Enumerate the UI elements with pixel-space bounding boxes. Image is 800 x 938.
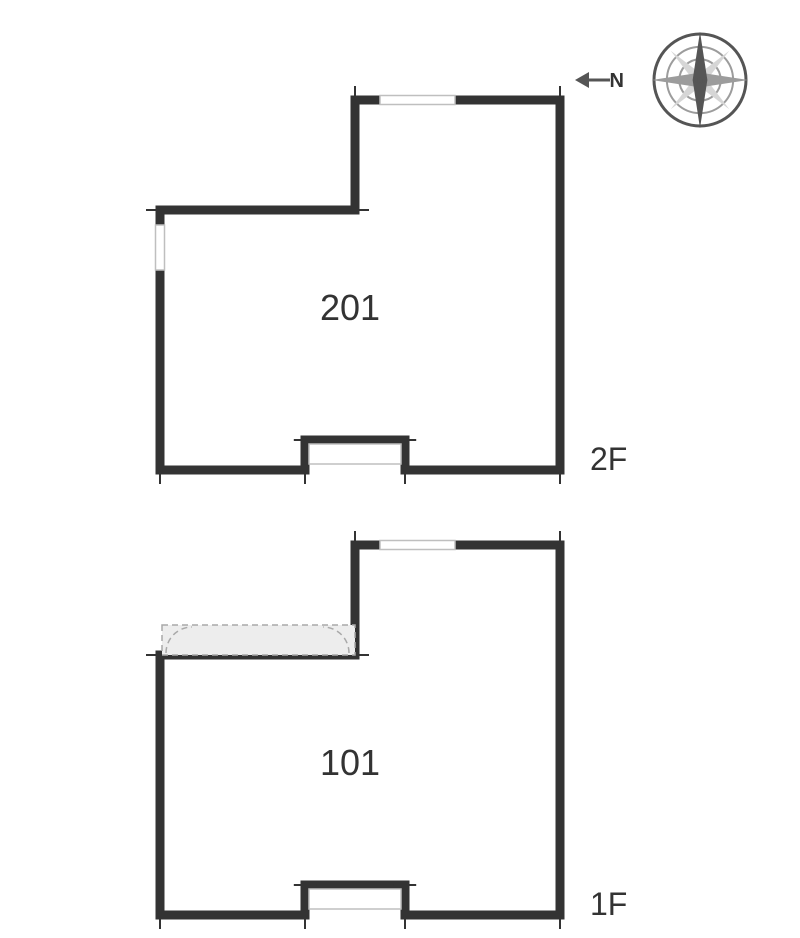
floor-label: 1F	[590, 886, 627, 922]
compass-n-label: N	[610, 70, 624, 92]
wall-outline	[160, 545, 560, 915]
wall-outline	[160, 100, 560, 470]
floorplan-diagram: 201 2F 101 1F N	[0, 0, 800, 938]
floor-1: 101 1F	[146, 531, 627, 929]
room-number: 101	[320, 742, 380, 783]
compass: N	[575, 32, 748, 129]
compass-arrow-icon	[575, 72, 589, 88]
balcony	[162, 625, 355, 655]
room-number: 201	[320, 287, 380, 328]
bottom-window	[309, 889, 401, 909]
bottom-window	[309, 444, 401, 464]
floor-label: 2F	[590, 441, 627, 477]
floor-2: 201 2F	[146, 86, 627, 484]
